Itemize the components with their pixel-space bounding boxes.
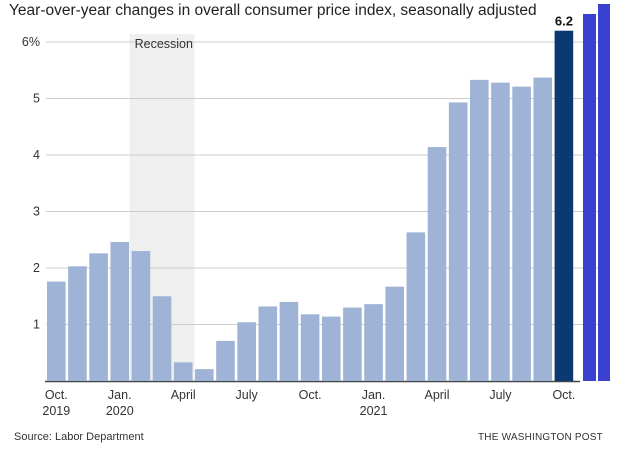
bar xyxy=(491,82,510,382)
bar xyxy=(512,86,531,381)
bar xyxy=(300,314,320,381)
x-tick-label: Jan. xyxy=(362,388,386,402)
x-tick-label: 2021 xyxy=(360,404,388,418)
bar-highlight xyxy=(554,30,574,381)
y-tick-label: 6% xyxy=(22,35,40,49)
bar xyxy=(216,340,235,381)
bar xyxy=(343,307,362,381)
bar xyxy=(47,281,66,381)
x-tick-label: Oct. xyxy=(45,388,68,402)
x-tick-label: July xyxy=(489,388,512,402)
bar xyxy=(89,253,108,381)
data-label: 6.2 xyxy=(555,14,573,29)
bar xyxy=(68,266,87,381)
y-tick-label: 2 xyxy=(33,261,40,275)
x-tick-label: July xyxy=(236,388,259,402)
bar xyxy=(321,316,341,381)
publisher-credit: THE WASHINGTON POST xyxy=(478,432,603,443)
bar xyxy=(110,242,130,381)
edge-stripes xyxy=(583,4,610,381)
recession-label: Recession xyxy=(135,37,193,51)
bar xyxy=(406,232,426,381)
x-tick-label: Oct. xyxy=(299,388,322,402)
x-tick-label: 2019 xyxy=(42,404,70,418)
bar xyxy=(195,369,214,381)
bar xyxy=(470,79,489,381)
bar xyxy=(131,251,151,381)
y-tick-label: 3 xyxy=(33,205,40,219)
y-tick-label: 4 xyxy=(33,148,40,162)
bar xyxy=(258,306,278,381)
source-note: Source: Labor Department xyxy=(14,431,144,443)
bar xyxy=(152,296,172,381)
bar xyxy=(173,362,193,381)
bar xyxy=(533,77,553,381)
bar xyxy=(448,102,468,381)
x-tick-label: April xyxy=(424,388,449,402)
bar xyxy=(279,301,299,381)
bar xyxy=(427,147,447,381)
bar xyxy=(364,304,383,381)
y-tick-label: 1 xyxy=(33,318,40,332)
chart-labels: Recession 1 2 3 4 5 6% Oct. 2019 Jan. 2020 April Jul… xyxy=(22,14,575,418)
x-tick-label: Jan. xyxy=(108,388,132,402)
y-tick-label: 5 xyxy=(33,92,40,106)
bars xyxy=(47,30,574,382)
bar xyxy=(237,322,256,381)
bar xyxy=(385,286,404,381)
x-tick-label: April xyxy=(171,388,196,402)
edge-stripe xyxy=(583,14,596,381)
x-tick-label: 2020 xyxy=(106,404,134,418)
x-tick-label: Oct. xyxy=(552,388,575,402)
chart-title: Year-over-year changes in overall consum… xyxy=(9,2,537,19)
edge-stripe xyxy=(598,4,610,381)
